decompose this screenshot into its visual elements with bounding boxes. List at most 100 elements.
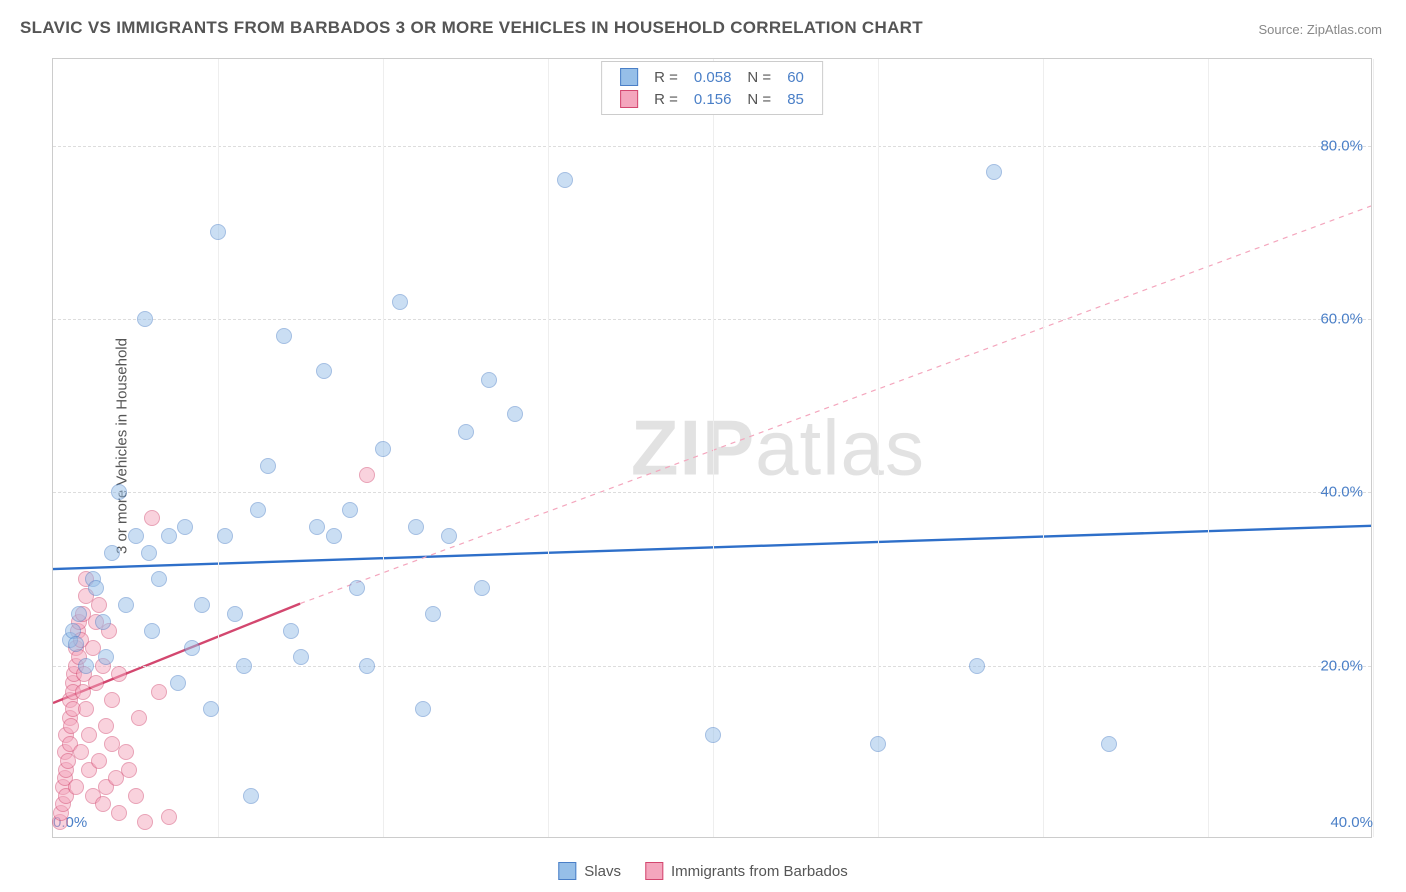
scatter-point [95,614,111,630]
scatter-point [415,701,431,717]
scatter-point [81,727,97,743]
scatter-point [104,692,120,708]
scatter-point [91,753,107,769]
scatter-point [111,666,127,682]
gridline-vertical [1208,59,1209,837]
scatter-point [375,441,391,457]
scatter-point [111,805,127,821]
legend-r-value: 0.156 [686,88,740,110]
scatter-point [243,788,259,804]
scatter-point [141,545,157,561]
scatter-point [131,710,147,726]
scatter-point [88,675,104,691]
legend-swatch [558,862,576,880]
legend-correlation-row: R =0.156N =85 [612,88,812,110]
scatter-point [63,718,79,734]
scatter-point [326,528,342,544]
scatter-point [111,484,127,500]
scatter-point [276,328,292,344]
scatter-point [507,406,523,422]
scatter-point [217,528,233,544]
scatter-point [309,519,325,535]
scatter-point [104,545,120,561]
scatter-point [316,363,332,379]
scatter-point [474,580,490,596]
scatter-point [458,424,474,440]
scatter-point [705,727,721,743]
gridline-vertical [713,59,714,837]
scatter-point [293,649,309,665]
scatter-point [137,814,153,830]
scatter-point [359,467,375,483]
legend-swatch [645,862,663,880]
legend-n-value: 85 [779,88,812,110]
legend-series-label: Immigrants from Barbados [671,863,848,880]
scatter-point [260,458,276,474]
legend-series-item: Immigrants from Barbados [645,862,848,880]
gridline-vertical [1373,59,1374,837]
scatter-point [870,736,886,752]
scatter-point [151,684,167,700]
scatter-point [441,528,457,544]
y-tick-label: 40.0% [1320,484,1363,501]
scatter-point [128,788,144,804]
y-tick-label: 20.0% [1320,657,1363,674]
scatter-point [161,528,177,544]
scatter-point [349,580,365,596]
scatter-point [203,701,219,717]
scatter-point [342,502,358,518]
gridline-vertical [1043,59,1044,837]
scatter-point [121,762,137,778]
scatter-point [137,311,153,327]
gridline-vertical [218,59,219,837]
scatter-point [78,658,94,674]
scatter-point [91,597,107,613]
scatter-point [210,224,226,240]
scatter-point [95,796,111,812]
scatter-point [227,606,243,622]
scatter-point [250,502,266,518]
legend-correlation-table: R =0.058N =60R =0.156N =85 [612,66,812,110]
gridline-horizontal [53,146,1371,147]
scatter-point [71,606,87,622]
legend-n-label: N = [739,66,779,88]
gridline-vertical [878,59,879,837]
scatter-point [408,519,424,535]
trend-lines-svg [53,59,1371,837]
scatter-point [1101,736,1117,752]
scatter-point [359,658,375,674]
scatter-point [170,675,186,691]
y-tick-label: 80.0% [1320,137,1363,154]
scatter-point [118,744,134,760]
scatter-point [73,744,89,760]
chart-title: SLAVIC VS IMMIGRANTS FROM BARBADOS 3 OR … [20,18,923,38]
scatter-point [151,571,167,587]
scatter-point [392,294,408,310]
y-tick-label: 60.0% [1320,311,1363,328]
scatter-point [68,779,84,795]
legend-n-label: N = [739,88,779,110]
scatter-point [481,372,497,388]
scatter-point [557,172,573,188]
legend-n-value: 60 [779,66,812,88]
legend-series-label: Slavs [584,863,621,880]
watermark-zip: ZIP [631,404,755,492]
scatter-point [98,649,114,665]
scatter-chart-area: ZIPatlas R =0.058N =60R =0.156N =85 20.0… [52,58,1372,838]
legend-series-item: Slavs [558,862,621,880]
scatter-point [118,597,134,613]
scatter-point [425,606,441,622]
legend-series: Slavs Immigrants from Barbados [558,862,847,880]
scatter-point [161,809,177,825]
legend-correlation-box: R =0.058N =60R =0.156N =85 [601,61,823,115]
scatter-point [184,640,200,656]
scatter-point [177,519,193,535]
scatter-point [144,623,160,639]
scatter-point [194,597,210,613]
legend-swatch [620,68,638,86]
watermark-atlas: atlas [755,404,925,492]
gridline-horizontal [53,319,1371,320]
scatter-point [986,164,1002,180]
watermark: ZIPatlas [631,403,925,494]
scatter-point [88,580,104,596]
